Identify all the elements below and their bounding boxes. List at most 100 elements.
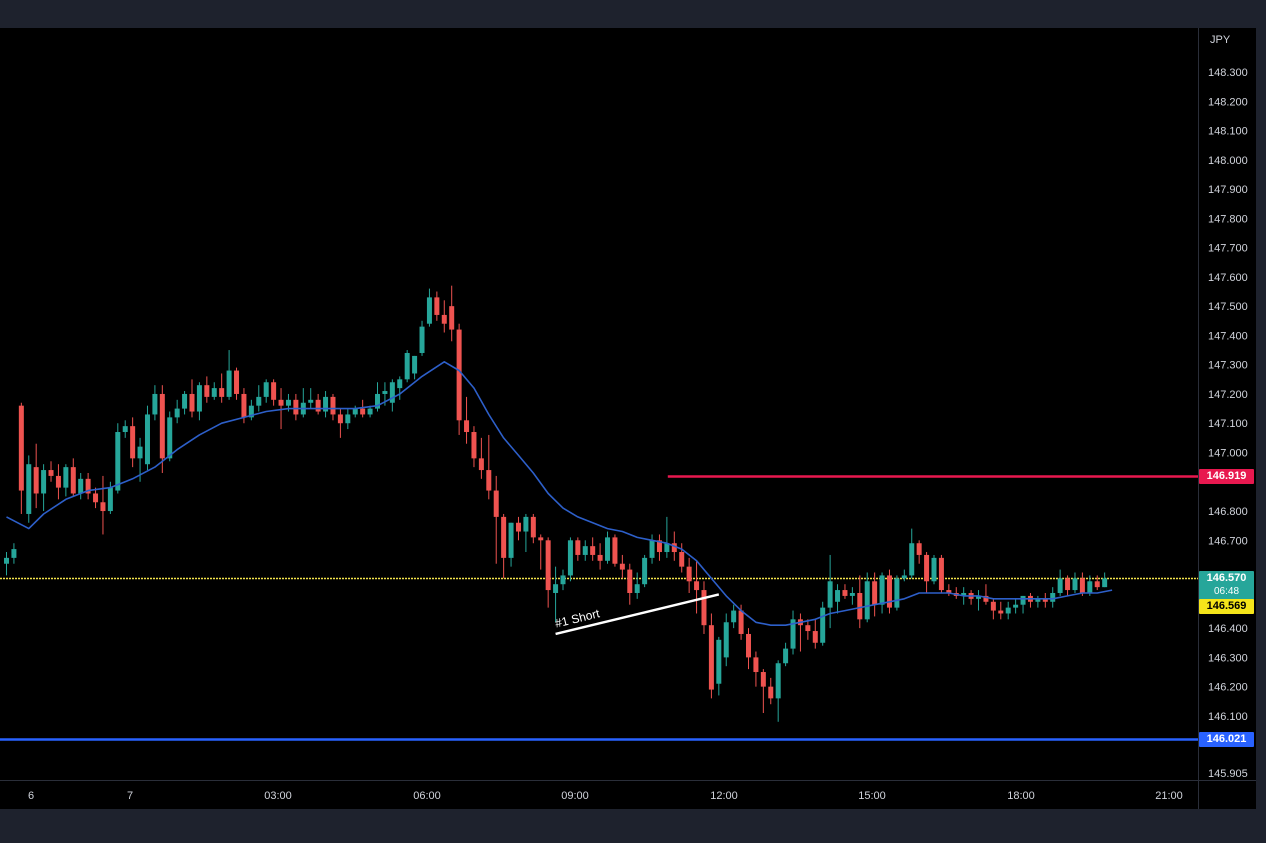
- bearish-candle: [590, 537, 596, 561]
- candle-body: [26, 464, 32, 514]
- candle-body: [182, 393, 188, 409]
- candle-body: [4, 557, 9, 564]
- bullish-candle: [426, 288, 432, 327]
- bearish-candle: [953, 587, 959, 599]
- candle-body: [827, 581, 833, 608]
- candle-body: [241, 393, 247, 418]
- bearish-candle: [33, 443, 39, 509]
- candle-body: [523, 516, 529, 532]
- candle-body: [493, 490, 499, 517]
- bearish-candle: [456, 323, 462, 435]
- candle-body: [152, 393, 158, 415]
- candle-body: [530, 516, 536, 538]
- bearish-candle: [597, 543, 603, 570]
- candle-body: [590, 546, 596, 555]
- bullish-candle: [11, 543, 17, 564]
- bullish-candle: [909, 528, 915, 579]
- candle-body: [271, 382, 277, 400]
- bullish-candle: [78, 472, 84, 500]
- candle-body: [248, 405, 254, 418]
- candle-body: [107, 487, 113, 512]
- trade-annotation: #1 Short: [554, 593, 720, 636]
- horizontal-levels: [0, 475, 1198, 741]
- bullish-candle: [567, 537, 573, 582]
- candle-body: [924, 554, 930, 582]
- bullish-candle: [1057, 569, 1063, 596]
- time-tick-label: 06:00: [413, 790, 441, 802]
- bullish-candle: [723, 613, 729, 667]
- candle-body: [879, 575, 885, 605]
- bearish-candle: [234, 367, 240, 400]
- bearish-candle: [708, 613, 714, 699]
- bullish-candle: [931, 554, 937, 585]
- candle-body: [946, 590, 952, 593]
- candle-body: [805, 625, 811, 632]
- bearish-candle: [575, 537, 581, 561]
- candle-body: [738, 610, 744, 634]
- price-tick-label: 147.900: [1208, 184, 1248, 196]
- candle-body: [664, 543, 670, 553]
- candle-body: [575, 540, 581, 555]
- bar-countdown: 06:48: [1213, 586, 1240, 597]
- bearish-candle: [515, 516, 521, 541]
- candle-body: [1005, 607, 1011, 614]
- bearish-candle: [627, 563, 633, 605]
- bearish-candle: [746, 628, 751, 670]
- resistance-price-tag: 146.919: [1199, 469, 1254, 484]
- candle-body: [1072, 578, 1078, 591]
- bullish-candle: [226, 350, 232, 400]
- bearish-candle: [946, 584, 952, 596]
- candle-body: [998, 610, 1004, 614]
- price-tick-label: 147.000: [1208, 448, 1248, 460]
- price-tick-label: 147.100: [1208, 418, 1248, 430]
- candle-body: [708, 625, 714, 690]
- candle-body: [916, 543, 922, 555]
- candle-body: [909, 543, 915, 576]
- bearish-candle: [271, 379, 277, 406]
- chart-panel[interactable]: #1 Short 148.300 148.200 148.100 148.000 147…: [0, 28, 1256, 809]
- bullish-candle: [345, 408, 351, 430]
- candle-body: [456, 329, 462, 421]
- candle-body: [419, 326, 425, 353]
- bullish-candle: [664, 516, 670, 558]
- candle-body: [449, 306, 455, 330]
- bearish-candle: [530, 513, 536, 544]
- bearish-candle: [924, 552, 930, 593]
- bullish-candle: [404, 350, 410, 383]
- bearish-candle: [916, 540, 922, 564]
- candle-body: [1050, 592, 1056, 602]
- bearish-candle: [464, 396, 470, 444]
- candle-body: [1042, 598, 1048, 602]
- bullish-candle: [827, 554, 833, 629]
- candlestick-chart[interactable]: #1 Short 148.300 148.200 148.100 148.000 147…: [0, 28, 1256, 809]
- bearish-candle: [434, 291, 440, 321]
- candle-body: [716, 639, 722, 684]
- candle-body: [634, 584, 640, 593]
- bullish-candle: [389, 379, 395, 412]
- candle-body: [412, 355, 418, 374]
- price-tick-label: 147.700: [1208, 243, 1248, 255]
- candle-body: [167, 417, 173, 459]
- moving-average: [6, 360, 1113, 627]
- candle-body: [753, 657, 759, 673]
- price-tick-label: 146.800: [1208, 506, 1248, 518]
- bearish-candle: [85, 472, 91, 500]
- time-tick-label: 18:00: [1007, 790, 1035, 802]
- resistance-price-label: 146.919: [1206, 470, 1247, 482]
- candle-body: [842, 590, 848, 596]
- candles: [4, 285, 1108, 722]
- price-tick-label: 148.200: [1208, 96, 1248, 108]
- bullish-candle: [1072, 572, 1078, 593]
- candle-body: [285, 399, 291, 406]
- candle-body: [441, 314, 447, 324]
- candle-body: [671, 543, 677, 553]
- candle-body: [597, 554, 603, 561]
- time-tick-label: 12:00: [710, 790, 738, 802]
- candle-body: [122, 426, 128, 433]
- candle-body: [1094, 581, 1100, 588]
- candle-body: [211, 388, 217, 397]
- bearish-candle: [360, 399, 366, 418]
- candle-body: [812, 631, 818, 643]
- bullish-candle: [397, 376, 403, 400]
- bearish-candle: [805, 619, 811, 640]
